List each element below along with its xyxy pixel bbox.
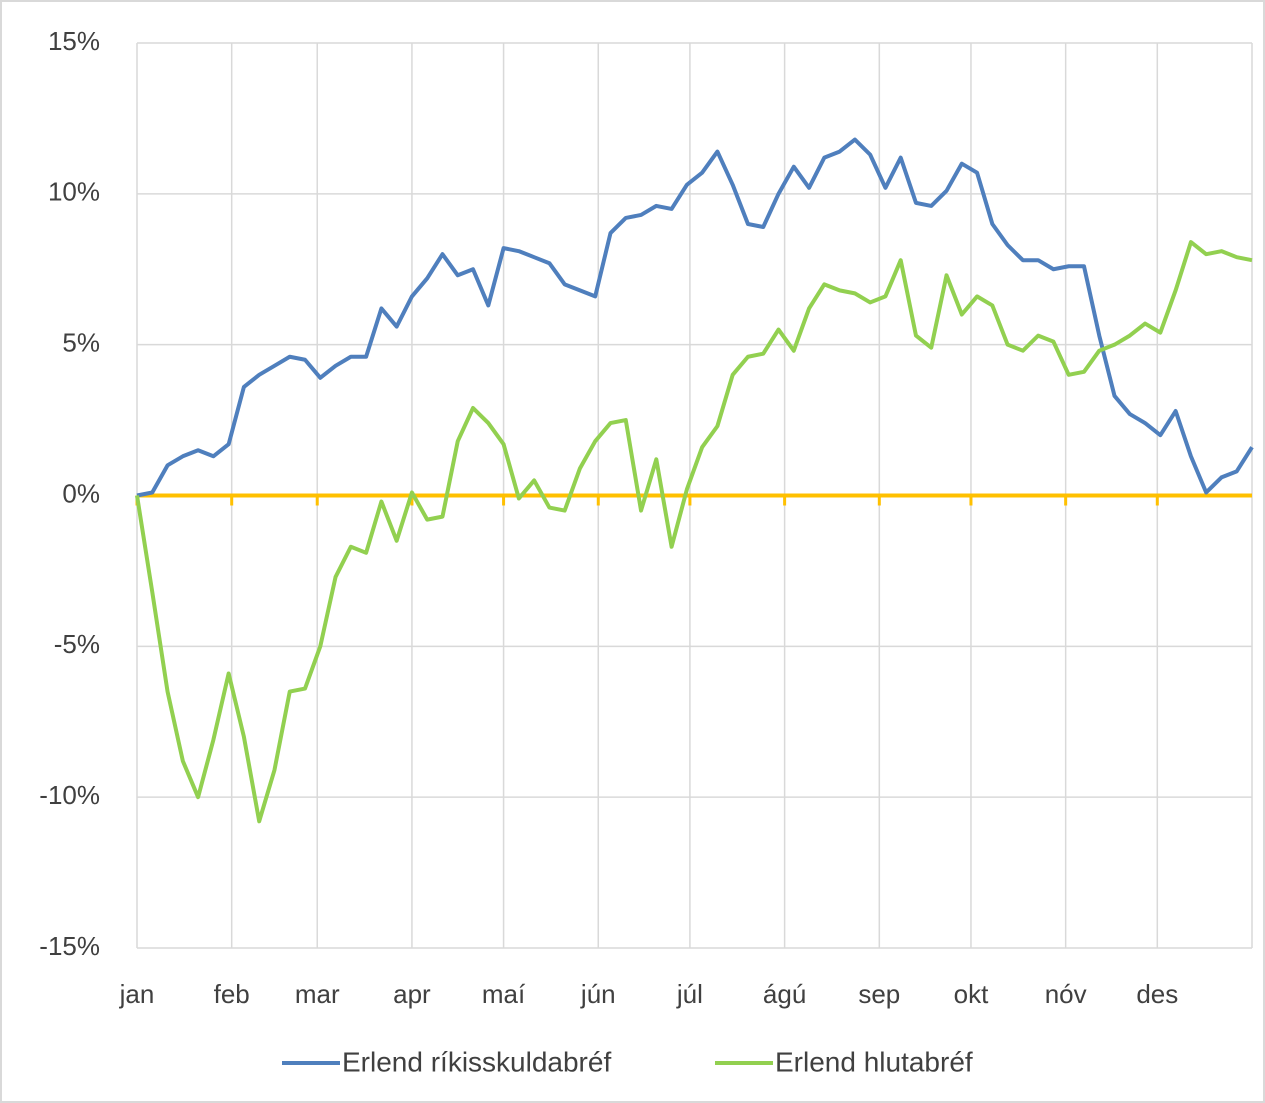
- y-tick-label: 10%: [48, 177, 100, 207]
- series-line: [136, 137, 1254, 498]
- x-tick-label: nóv: [1045, 979, 1087, 1009]
- y-tick-label: -5%: [54, 629, 100, 659]
- x-tick-label: maí: [482, 979, 526, 1009]
- x-tick-label: júl: [676, 979, 703, 1009]
- y-tick-label: -15%: [39, 931, 100, 961]
- x-tick-label: sep: [858, 979, 900, 1009]
- y-tick-label: -10%: [39, 780, 100, 810]
- x-tick-label: apr: [393, 979, 431, 1009]
- y-tick-label: 0%: [62, 478, 100, 508]
- series-line: [135, 240, 1253, 824]
- y-tick-label: 15%: [48, 26, 100, 56]
- x-tick-label: mar: [295, 979, 340, 1009]
- x-tick-label: okt: [954, 979, 989, 1009]
- legend-label: Erlend hlutabréf: [775, 1046, 973, 1077]
- x-tick-label: feb: [214, 979, 250, 1009]
- x-tick-label: jún: [580, 979, 616, 1009]
- legend-label: Erlend ríkisskuldabréf: [342, 1046, 611, 1077]
- y-tick-label: 5%: [62, 328, 100, 358]
- x-tick-label: des: [1136, 979, 1178, 1009]
- x-tick-label: ágú: [763, 979, 806, 1009]
- x-tick-label: jan: [119, 979, 155, 1009]
